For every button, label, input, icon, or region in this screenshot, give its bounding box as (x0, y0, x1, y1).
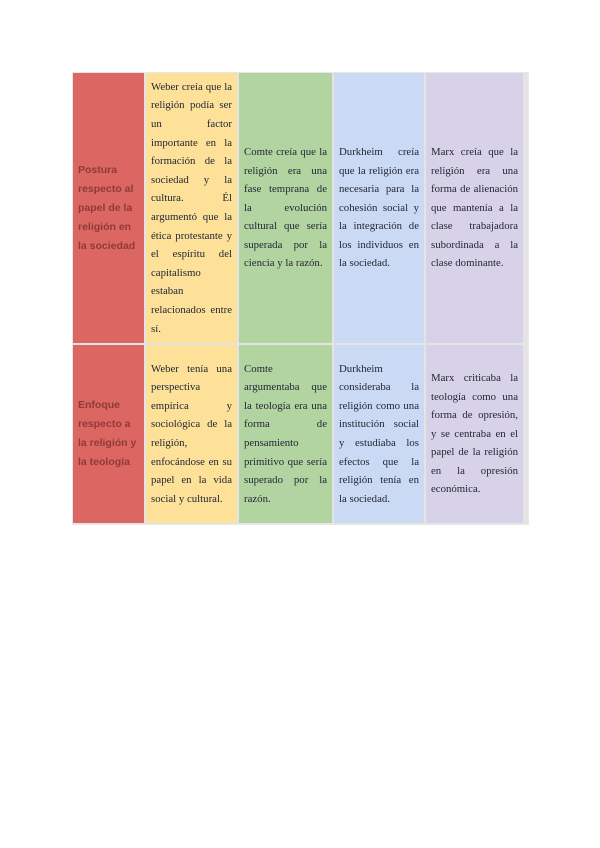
row1-marx-cell: Marx creía que la religión era una forma… (426, 73, 523, 343)
row2-durkheim-text: Durkheim consideraba la religión como un… (339, 362, 419, 505)
row1-durkheim-cell: Durkheim creía que la religión era neces… (334, 73, 424, 343)
row1-durkheim-text: Durkheim creía que la religión era neces… (339, 145, 419, 270)
row2-header-cell: Enfoque respecto a la religión y la teol… (73, 345, 144, 523)
row1-comte-cell: Comte creía que la religión era una fase… (239, 73, 332, 343)
row1-weber-cell: Weber creía que la religión podía ser un… (146, 73, 237, 343)
row2-weber-cell: Weber tenía una perspectiva empírica y s… (146, 345, 237, 523)
row2-durkheim-cell: Durkheim consideraba la religión como un… (334, 345, 424, 523)
row1-comte-text: Comte creía que la religión era una fase… (244, 145, 327, 270)
row1-marx-text: Marx creía que la religión era una forma… (431, 145, 518, 270)
row2-header-text: Enfoque respecto a la religión y la teol… (78, 399, 137, 468)
comparison-table: Postura respecto al papel de la religión… (72, 72, 529, 525)
row1-header-cell: Postura respecto al papel de la religión… (73, 73, 144, 343)
row1-weber-text: Weber creía que la religión podía ser un… (151, 80, 232, 335)
row2-weber-text: Weber tenía una perspectiva empírica y s… (151, 362, 232, 505)
row2-comte-cell: Comte argumentaba que la teología era un… (239, 345, 332, 523)
row2-marx-cell: Marx criticaba la teología como una form… (426, 345, 523, 523)
row2-marx-text: Marx criticaba la teología como una form… (431, 371, 518, 496)
row2-comte-text: Comte argumentaba que la teología era un… (244, 362, 327, 505)
row1-header-text: Postura respecto al papel de la religión… (78, 163, 136, 252)
